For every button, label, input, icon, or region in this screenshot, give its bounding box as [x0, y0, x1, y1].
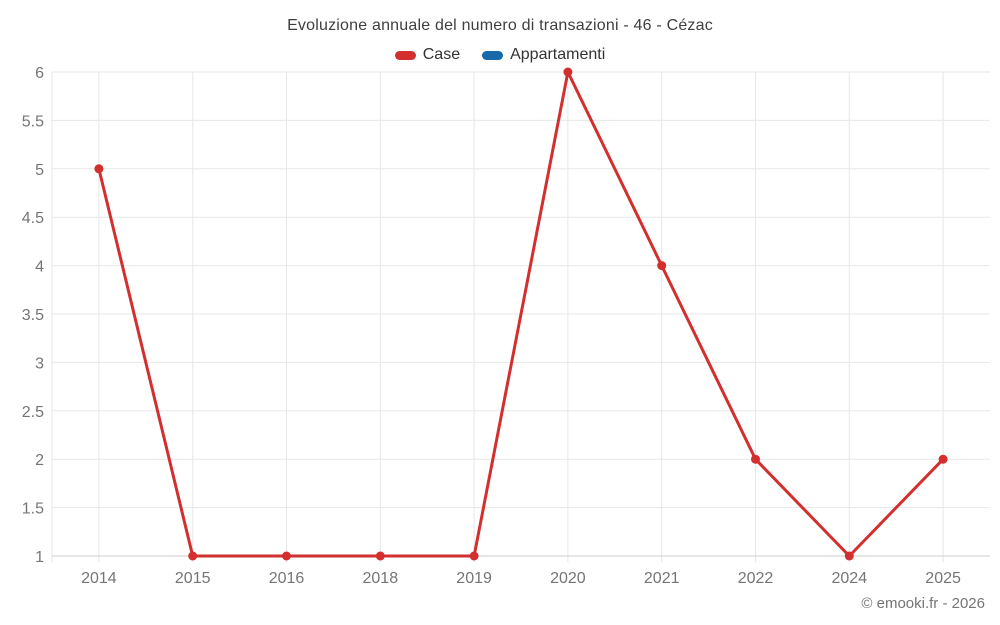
- x-axis-tick-label: 2020: [550, 570, 586, 587]
- data-point[interactable]: [751, 454, 760, 464]
- y-axis-tick-label: 2.5: [22, 404, 44, 421]
- x-axis-tick-label: 2015: [175, 570, 211, 587]
- x-axis-tick-label: 2022: [738, 570, 774, 587]
- x-axis-tick-label: 2024: [832, 570, 868, 587]
- copyright-credit: © emooki.fr - 2026: [861, 595, 985, 612]
- y-axis-tick-label: 6: [35, 65, 44, 82]
- y-axis-tick-label: 1: [35, 549, 44, 566]
- data-point[interactable]: [469, 551, 479, 561]
- y-axis-tick-label: 5: [35, 162, 44, 179]
- y-axis-tick-label: 1.5: [22, 501, 44, 518]
- y-axis-tick-label: 2: [35, 452, 44, 469]
- y-axis-tick-label: 3.5: [22, 307, 44, 324]
- data-point[interactable]: [938, 454, 948, 464]
- legend-item-appartamenti[interactable]: Appartamenti: [482, 46, 605, 64]
- data-point[interactable]: [657, 261, 667, 271]
- y-axis-tick-label: 5.5: [22, 113, 44, 130]
- series-line-case: [97, 70, 945, 558]
- x-axis-tick-label: 2018: [363, 570, 399, 587]
- x-axis-tick-label: 2014: [81, 570, 117, 587]
- data-point[interactable]: [375, 551, 385, 561]
- legend-item-case[interactable]: Case: [394, 46, 461, 64]
- data-point[interactable]: [563, 67, 573, 77]
- appartamenti-series-swatch-icon: [482, 50, 504, 60]
- x-axis-tick-label: 2016: [269, 570, 305, 587]
- data-point[interactable]: [282, 551, 291, 561]
- y-axis-tick-label: 4.5: [22, 210, 44, 227]
- y-axis-tick-label: 4: [35, 259, 44, 276]
- chart-title: Evoluzione annuale del numero di transaz…: [287, 17, 713, 34]
- y-axis-tick-label: 3: [35, 355, 44, 372]
- x-axis-tick-label: 2021: [644, 570, 680, 587]
- data-point[interactable]: [94, 164, 104, 174]
- data-point[interactable]: [844, 551, 854, 561]
- legend: Case Appartamenti: [0, 46, 1000, 64]
- x-axis-tick-label: 2025: [925, 570, 961, 587]
- legend-label-case: Case: [422, 46, 461, 63]
- x-axis-tick-label: 2019: [456, 570, 492, 587]
- data-point[interactable]: [188, 551, 198, 561]
- case-series-swatch-icon: [394, 50, 416, 60]
- legend-label-appartamenti: Appartamenti: [510, 46, 606, 63]
